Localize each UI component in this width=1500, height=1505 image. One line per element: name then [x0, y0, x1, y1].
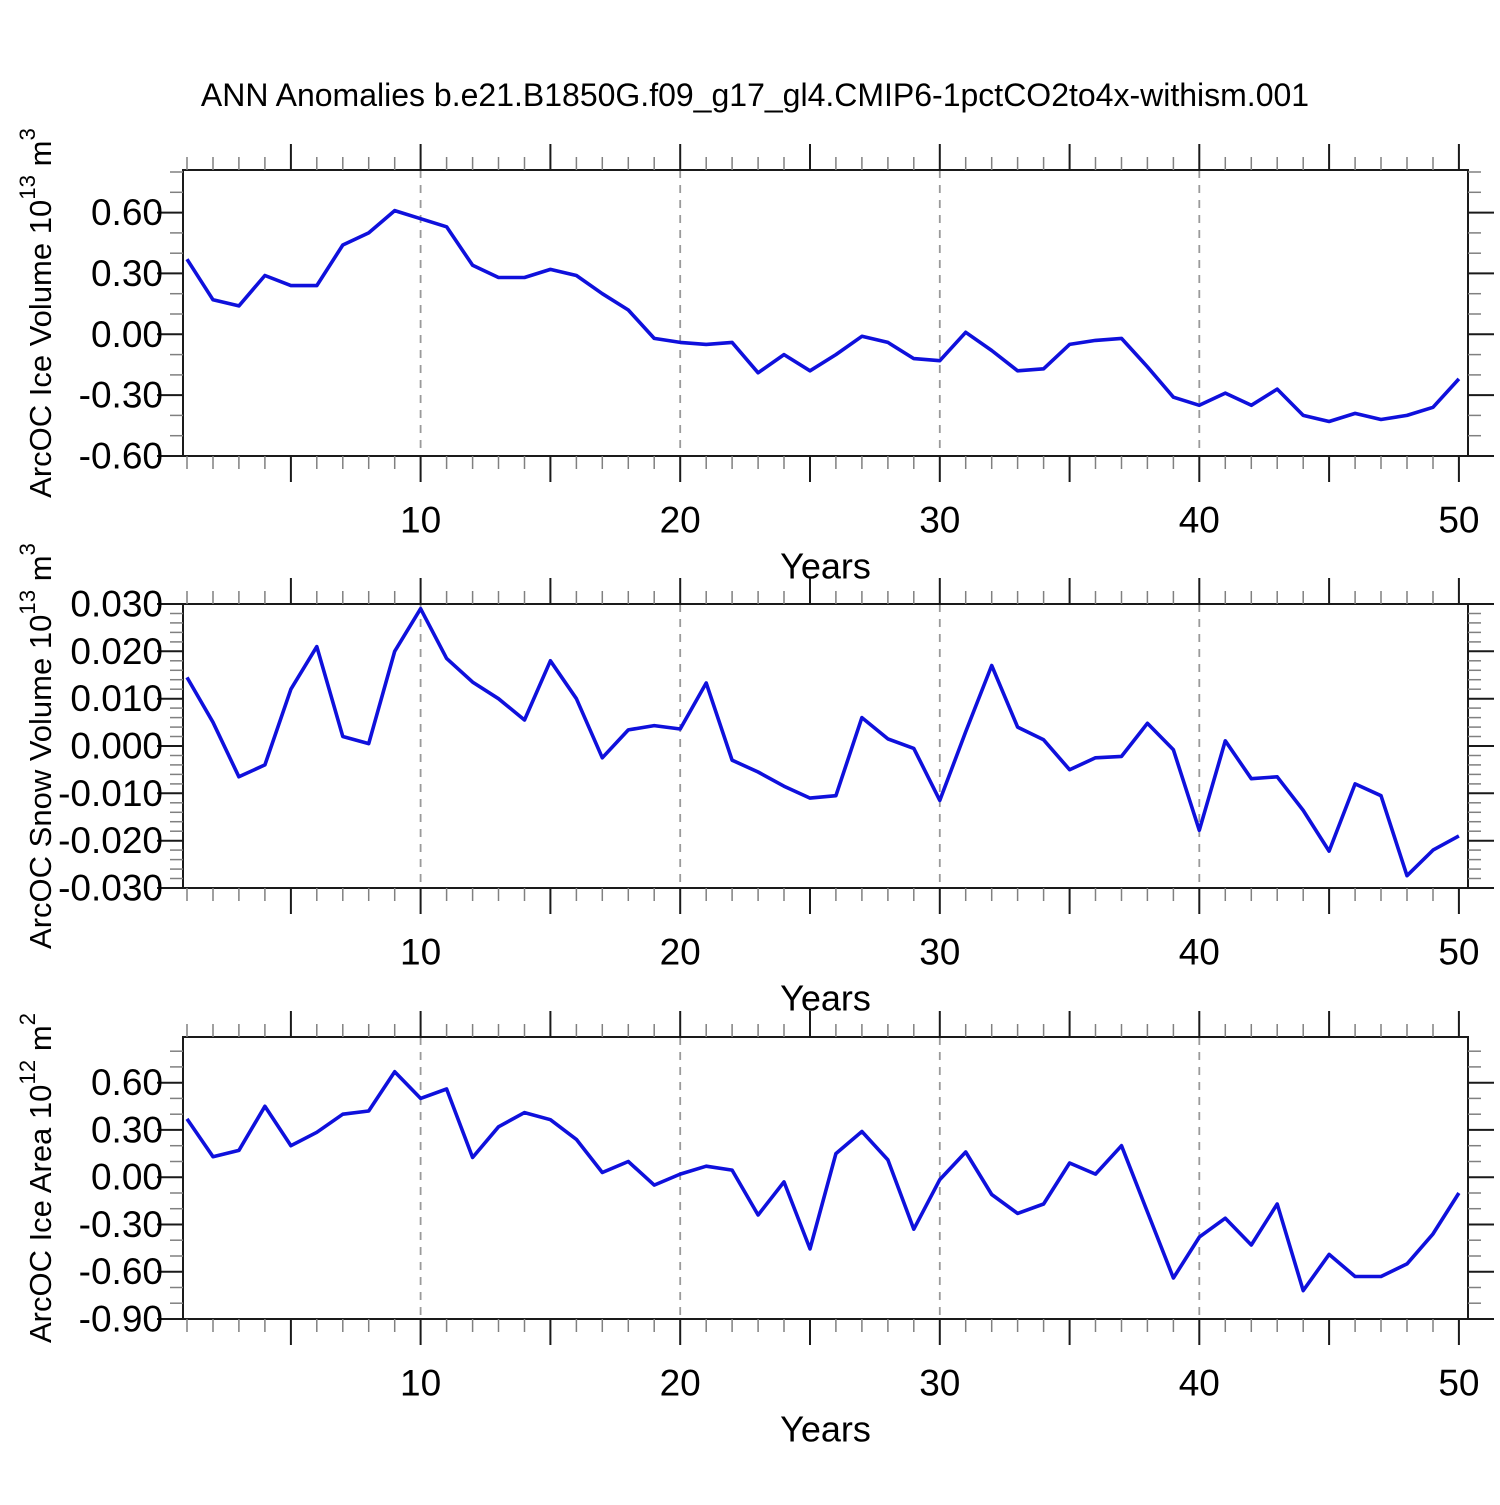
y-tick-label: 0.00	[91, 314, 163, 355]
x-tick-label: 40	[1179, 932, 1220, 973]
y-tick-label: -0.60	[79, 436, 163, 477]
x-tick-label: 40	[1179, 1363, 1220, 1404]
x-tick-label: 40	[1179, 500, 1220, 541]
y-axis-title-ice-volume: ArcOC Ice Volume 1013 m3	[15, 128, 58, 498]
x-axis-title: Years	[780, 978, 871, 1019]
x-tick-label: 30	[919, 932, 960, 973]
x-tick-label: 10	[400, 932, 441, 973]
y-minor-ticks-ice-area	[170, 1050, 1481, 1304]
y-tick-label: -0.60	[79, 1251, 163, 1292]
plot-border-ice-volume	[182, 169, 1469, 457]
x-tick-label: 10	[400, 500, 441, 541]
y-axis-title-snow-volume: ArcOC Snow Volume 1013 m3	[15, 543, 58, 949]
x-tick-label: 20	[660, 932, 701, 973]
y-tick-label: -0.010	[58, 773, 163, 814]
y-tick-label: -0.30	[79, 375, 163, 416]
ice-volume-series-line	[185, 208, 1461, 424]
x-tick-label: 20	[660, 500, 701, 541]
y-axis-title-ice-area: ArcOC Ice Area 1012 m2	[15, 1013, 58, 1343]
figure-title: ANN Anomalies b.e21.B1850G.f09_g17_gl4.C…	[201, 77, 1309, 113]
y-tick-label: 0.030	[70, 584, 163, 625]
y-tick-label: 0.000	[70, 726, 163, 767]
y-tick-label: 0.010	[70, 678, 163, 719]
x-axis-title: Years	[780, 546, 871, 587]
y-tick-label: 0.30	[91, 1109, 163, 1150]
panel-ice-area: -0.90 -0.60 -0.30 0.00 0.30 0.60 10 20 30 40 50 Yea…	[15, 1011, 1494, 1450]
y-tick-label: 0.60	[91, 1062, 163, 1103]
panel-snow-volume: -0.030 -0.020 -0.010 0.000 0.010 0.020 0.030 10…	[15, 543, 1494, 1019]
x-tick-label: 50	[1438, 1363, 1479, 1404]
y-tick-label: 0.020	[70, 631, 163, 672]
x-axis-title: Years	[780, 1409, 871, 1450]
x-ticks-ice-volume	[186, 144, 1460, 482]
y-tick-label: -0.020	[58, 820, 163, 861]
y-tick-label: -0.030	[58, 868, 163, 909]
snow-volume-series-line	[185, 606, 1460, 878]
y-minor-ticks-snow-volume	[170, 612, 1481, 880]
x-tick-label: 30	[919, 1363, 960, 1404]
y-minor-ticks-ice-volume	[170, 171, 1481, 437]
y-tick-label: 0.30	[91, 253, 163, 294]
x-tick-label: 50	[1438, 932, 1479, 973]
y-tick-label: 0.00	[91, 1157, 163, 1198]
y-tick-label: -0.30	[79, 1204, 163, 1245]
x-tick-label: 20	[660, 1363, 701, 1404]
y-tick-label: 0.60	[91, 192, 163, 233]
x-tick-label: 30	[919, 500, 960, 541]
x-tick-label: 10	[400, 1363, 441, 1404]
x-tick-label: 50	[1438, 500, 1479, 541]
x-ticks-ice-area	[186, 1011, 1460, 1345]
y-tick-label: -0.90	[79, 1299, 163, 1340]
ice-area-series-line	[185, 1069, 1461, 1293]
panel-ice-volume: -0.60 -0.30 0.00 0.30 0.60 10 20 30 40 50 Years Arc…	[15, 128, 1494, 587]
x-ticks-snow-volume	[186, 578, 1460, 914]
